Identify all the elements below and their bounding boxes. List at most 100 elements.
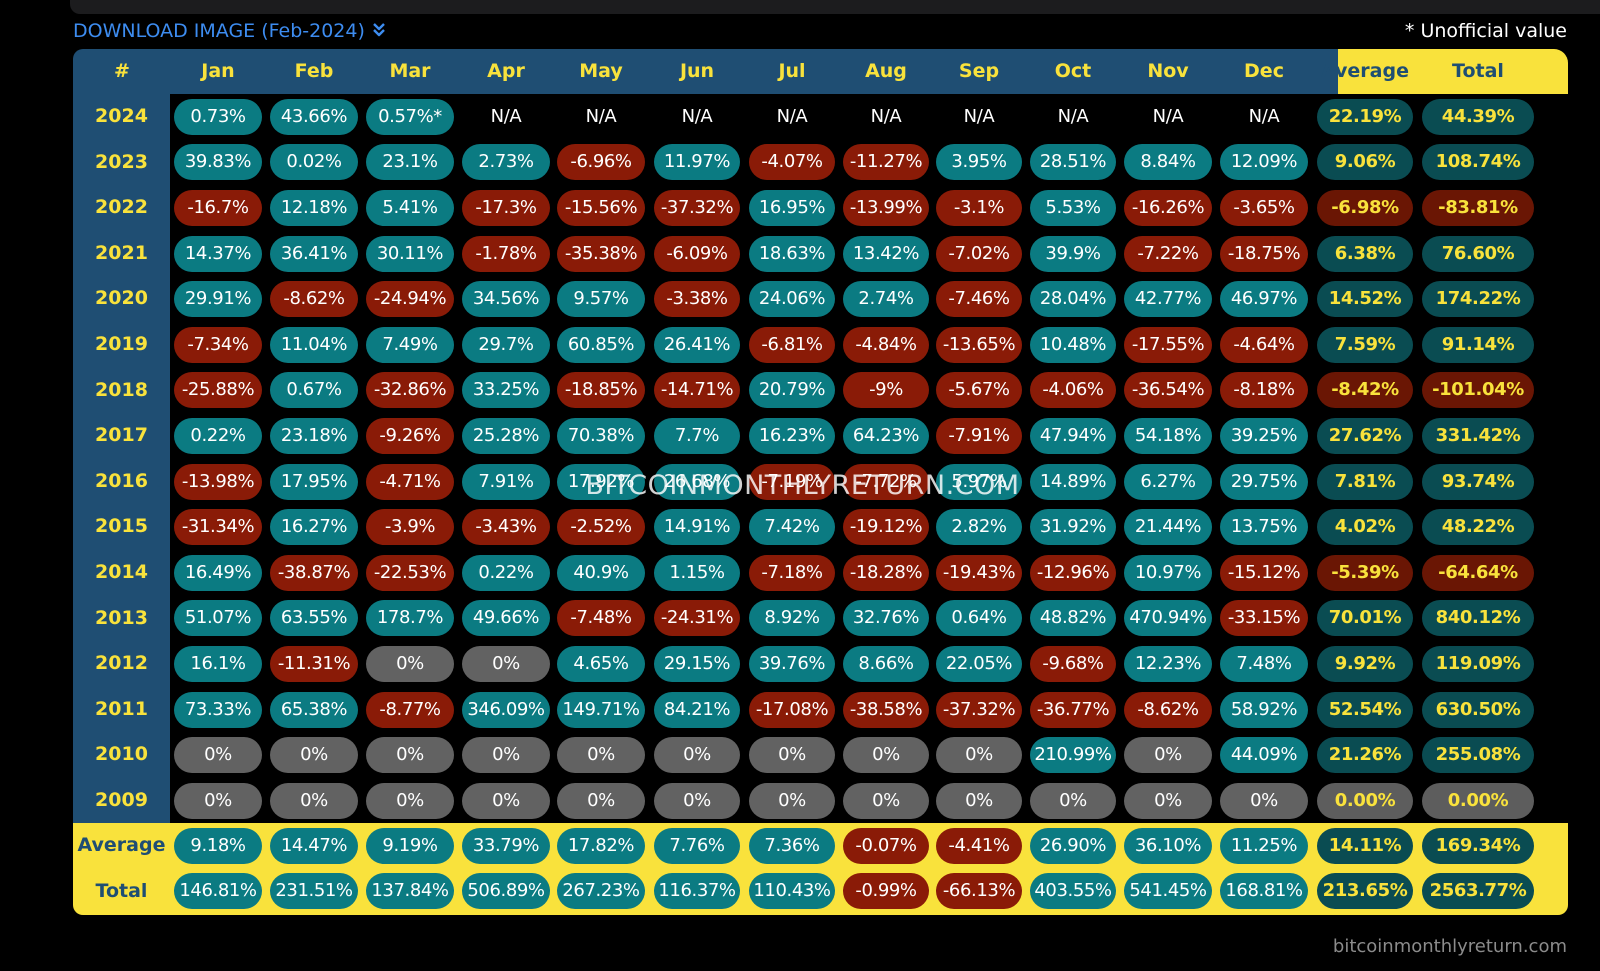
return-cell-apr: N/A [490, 105, 522, 127]
return-cell-mar: 23.1% [366, 144, 454, 181]
return-cell-mar: -9.26% [366, 418, 454, 454]
return-cell-jun: 29.15% [654, 646, 740, 682]
return-cell-nov: 0% [1124, 737, 1212, 774]
return-cell-sep: 0.64% [936, 600, 1022, 637]
return-cell-nov: -17.55% [1124, 326, 1212, 363]
return-cell-mar: 0% [366, 646, 454, 682]
return-cell-aug: -4.84% [843, 326, 929, 363]
footer-return-cell-oct: 26.90% [1030, 827, 1116, 864]
return-cell-jul: 18.63% [749, 235, 835, 272]
return-cell-jan: -7.34% [174, 326, 262, 363]
return-cell-feb: 0% [270, 737, 358, 774]
return-cell-jul: -7.18% [749, 554, 835, 591]
return-cell-dec: -18.75% [1220, 235, 1308, 272]
return-cell-feb: 0.02% [270, 144, 358, 181]
return-cell-apr: 25.28% [462, 418, 550, 454]
return-cell-jan: -25.88% [174, 372, 262, 409]
return-cell-mar: -22.53% [366, 554, 454, 591]
return-cell-jul: N/A [776, 105, 808, 127]
footer-return-cell-apr: 33.79% [462, 827, 550, 864]
return-cell-feb: 17.95% [270, 463, 358, 500]
return-cell-mar: 7.49% [366, 326, 454, 363]
return-cell-jun: 84.21% [654, 691, 740, 728]
return-cell-oct: 28.04% [1030, 281, 1116, 318]
year-label: 2023 [95, 150, 148, 173]
return-cell-jan: -13.98% [174, 463, 262, 500]
return-cell-jun: 1.15% [654, 554, 740, 591]
return-cell-dec: N/A [1248, 105, 1280, 127]
return-cell-aug: 0% [843, 737, 929, 774]
footer-return-cell-average: 14.11% [1317, 827, 1413, 864]
year-label: 2009 [95, 789, 148, 811]
return-cell-may: 70.38% [557, 418, 645, 454]
return-cell-oct: -12.96% [1030, 554, 1116, 591]
column-header-jun: Jun [679, 60, 715, 82]
footer-return-cell-dec: 168.81% [1220, 873, 1308, 910]
return-cell-average: 7.59% [1317, 326, 1413, 363]
column-header-apr: Apr [487, 60, 525, 82]
footer-row-label-average: Average [77, 834, 166, 856]
return-cell-feb: 11.04% [270, 326, 358, 363]
footer-return-cell-sep: -4.41% [936, 827, 1022, 864]
monthly-returns-table: # Jan Feb Mar Apr May Jun Jul Aug Sep Oct Nov Dec Ave… [73, 49, 1568, 931]
return-cell-jan: 14.37% [174, 235, 262, 272]
return-cell-feb: 23.18% [270, 418, 358, 454]
return-cell-dec: 7.48% [1220, 646, 1308, 682]
column-header-total: Total [1452, 60, 1504, 82]
return-cell-jan: -16.7% [174, 190, 262, 226]
return-cell-feb: 0.67% [270, 372, 358, 409]
return-cell-jan: 39.83% [174, 144, 262, 181]
return-cell-feb: 65.38% [270, 691, 358, 728]
return-cell-may: 0% [557, 782, 645, 819]
return-cell-apr: 29.7% [462, 326, 550, 363]
download-label: DOWNLOAD IMAGE (Feb-2024) [73, 20, 365, 42]
return-cell-feb: -38.87% [270, 554, 358, 591]
return-cell-feb: 16.27% [270, 509, 358, 546]
return-cell-feb: 36.41% [270, 235, 358, 272]
return-cell-jul: 0% [749, 737, 835, 774]
return-cell-may: -2.52% [557, 509, 645, 546]
column-header-average: Average [1321, 60, 1409, 82]
return-cell-jun: 26.68% [654, 463, 740, 500]
return-cell-feb: 0% [270, 782, 358, 819]
return-cell-sep: N/A [963, 105, 995, 127]
return-cell-jul: 39.76% [749, 646, 835, 682]
return-cell-total: -101.04% [1422, 372, 1534, 409]
return-cell-nov: -8.62% [1124, 691, 1212, 728]
return-cell-may: -15.56% [557, 190, 645, 226]
return-cell-total: 108.74% [1422, 144, 1534, 181]
return-cell-apr: 33.25% [462, 372, 550, 409]
return-cell-oct: 14.89% [1030, 463, 1116, 500]
return-cell-average: 14.52% [1317, 281, 1413, 318]
return-cell-total: -64.64% [1422, 554, 1534, 591]
return-cell-average: -5.39% [1317, 554, 1413, 591]
return-cell-feb: -11.31% [270, 646, 358, 682]
return-cell-sep: -13.65% [936, 326, 1022, 363]
return-cell-jun: 0% [654, 737, 740, 774]
return-cell-jul: -4.07% [749, 144, 835, 181]
year-label: 2024 [95, 105, 148, 127]
return-cell-average: 70.01% [1317, 600, 1413, 637]
return-cell-sep: 5.97% [936, 463, 1022, 500]
return-cell-apr: 7.91% [462, 463, 550, 500]
return-cell-oct: 28.51% [1030, 144, 1116, 181]
footer-return-cell-sep: -66.13% [936, 873, 1022, 910]
return-cell-dec: 29.75% [1220, 463, 1308, 500]
year-label: 2015 [95, 515, 148, 538]
return-cell-aug: -19.12% [843, 509, 929, 546]
header-band [73, 49, 1338, 94]
year-label: 2017 [95, 424, 148, 447]
return-cell-oct: N/A [1057, 105, 1089, 127]
footer-return-cell-jan: 146.81% [174, 873, 262, 910]
return-cell-sep: -7.91% [936, 418, 1022, 454]
download-image-link[interactable]: DOWNLOAD IMAGE (Feb-2024) [73, 20, 385, 42]
year-label: 2013 [95, 606, 148, 629]
return-cell-aug: 32.76% [843, 600, 929, 637]
return-cell-apr: 49.66% [462, 600, 550, 637]
year-label: 2018 [95, 378, 148, 401]
return-cell-mar: 0.57%* [366, 98, 454, 135]
return-cell-dec: -8.18% [1220, 372, 1308, 409]
return-cell-jul: 20.79% [749, 372, 835, 409]
footer-return-cell-jun: 7.76% [654, 827, 740, 864]
return-cell-may: 0% [557, 737, 645, 774]
